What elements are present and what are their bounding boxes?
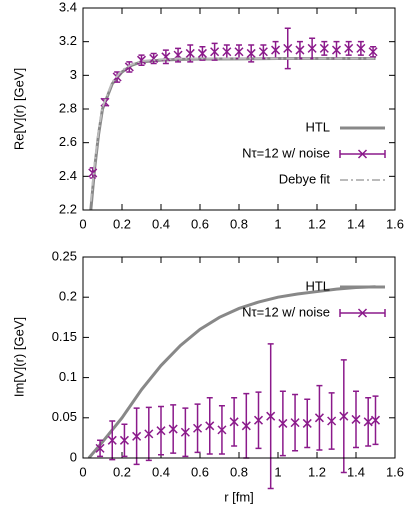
marker xyxy=(302,418,312,428)
marker xyxy=(197,48,207,58)
x-tick-label: 1.2 xyxy=(308,216,326,231)
marker xyxy=(205,421,215,431)
marker xyxy=(266,411,276,421)
x-tick-label: 1 xyxy=(274,216,281,231)
x-tick-label: 0.2 xyxy=(113,216,131,231)
marker xyxy=(168,424,178,434)
marker xyxy=(370,415,381,425)
marker xyxy=(327,416,337,426)
series-line xyxy=(89,57,376,210)
marker xyxy=(368,47,378,57)
marker xyxy=(295,45,305,55)
y-tick-label: 3.4 xyxy=(59,0,77,14)
marker xyxy=(234,47,244,57)
y-tick-label: 2.8 xyxy=(59,100,77,115)
marker xyxy=(290,418,300,428)
legend-sample xyxy=(339,149,386,159)
series-line xyxy=(87,285,376,458)
legend-label: HTL xyxy=(305,119,330,134)
legend-label: HTL xyxy=(305,278,330,293)
marker xyxy=(283,43,293,53)
marker xyxy=(222,47,232,57)
marker xyxy=(351,414,361,424)
y-tick-label: 2.2 xyxy=(59,201,77,216)
x-tick-label: 0.2 xyxy=(113,464,131,479)
x-tick-label: 0.6 xyxy=(191,464,209,479)
plot-frame xyxy=(82,256,396,459)
marker xyxy=(217,425,227,435)
y-axis-label: Re[V](r) [GeV] xyxy=(11,68,26,150)
series-line xyxy=(89,57,376,202)
y-tick-label: 3.2 xyxy=(59,33,77,48)
x-tick-label: 1.4 xyxy=(347,464,365,479)
y-axis-label: Im[V](r) [GeV] xyxy=(11,317,26,397)
marker xyxy=(278,418,288,428)
marker xyxy=(307,43,317,53)
marker xyxy=(180,427,190,437)
marker xyxy=(193,423,203,433)
y-tick-label: 0.05 xyxy=(52,409,77,424)
x-tick-label: 0.8 xyxy=(230,216,248,231)
marker xyxy=(107,435,117,445)
x-tick-label: 0 xyxy=(79,216,86,231)
marker xyxy=(229,417,239,427)
x-tick-label: 0.8 xyxy=(230,464,248,479)
marker xyxy=(246,48,256,58)
legend-label: Debye fit xyxy=(279,171,331,186)
x-tick-label: 0.4 xyxy=(152,216,170,231)
x-tick-label: 0.4 xyxy=(152,464,170,479)
x-tick-label: 1.4 xyxy=(347,216,365,231)
marker xyxy=(344,43,354,53)
y-tick-label: 0 xyxy=(70,449,77,464)
marker xyxy=(156,426,166,436)
marker xyxy=(363,417,373,427)
y-tick-label: 2.4 xyxy=(59,168,77,183)
y-tick-label: 0.15 xyxy=(52,329,77,344)
marker xyxy=(132,431,142,441)
marker xyxy=(258,47,268,57)
legend-label: Nτ=12 w/ noise xyxy=(242,145,330,160)
marker xyxy=(241,421,251,431)
y-tick-label: 0.1 xyxy=(59,369,77,384)
x-tick-label: 1.2 xyxy=(308,464,326,479)
marker xyxy=(149,53,159,64)
x-tick-label: 0 xyxy=(79,464,86,479)
marker xyxy=(356,43,366,53)
marker xyxy=(319,43,329,53)
y-tick-label: 0.2 xyxy=(59,289,77,304)
marker xyxy=(210,47,220,57)
legend-label: Nτ=12 w/ noise xyxy=(242,304,330,319)
marker xyxy=(339,411,349,421)
marker xyxy=(314,413,324,423)
marker xyxy=(95,443,105,453)
marker xyxy=(253,415,264,425)
marker xyxy=(119,435,129,445)
y-tick-label: 3 xyxy=(70,67,77,82)
x-tick-label: 1.6 xyxy=(386,216,404,231)
x-tick-label: 1.6 xyxy=(386,464,404,479)
marker xyxy=(144,429,154,439)
marker xyxy=(271,45,281,55)
plot-frame xyxy=(82,7,396,211)
marker xyxy=(331,45,342,55)
y-tick-label: 0.25 xyxy=(52,248,77,263)
y-tick-label: 2.6 xyxy=(59,134,77,149)
x-tick-label: 1 xyxy=(274,464,281,479)
x-axis-label: r [fm] xyxy=(224,489,254,504)
x-tick-label: 0.6 xyxy=(191,216,209,231)
legend-sample xyxy=(339,308,386,318)
marker xyxy=(185,48,195,58)
